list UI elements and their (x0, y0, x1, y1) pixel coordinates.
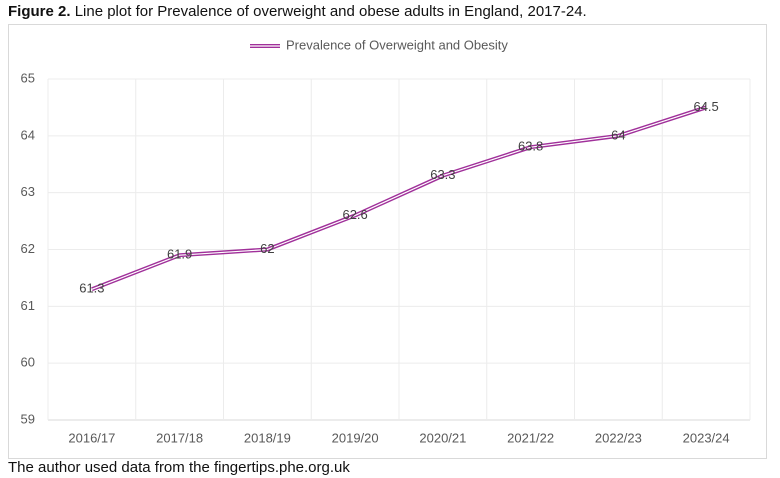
data-label: 63.3 (430, 167, 455, 182)
data-label: 61.9 (167, 247, 192, 262)
line-highlight (91, 106, 707, 290)
x-tick-label: 2019/20 (332, 430, 379, 445)
data-label: 63.8 (518, 139, 543, 154)
data-label: 64 (611, 127, 625, 142)
y-tick-label: 64 (21, 127, 35, 142)
y-tick-label: 65 (21, 70, 35, 85)
x-tick-label: 2016/17 (68, 430, 115, 445)
legend-label: Prevalence of Overweight and Obesity (286, 37, 508, 52)
x-tick-label: 2017/18 (156, 430, 203, 445)
y-tick-label: 60 (21, 355, 35, 370)
data-label: 62.6 (342, 207, 367, 222)
note: The author used data from the fingertips… (8, 459, 350, 476)
x-tick-label: 2022/23 (595, 430, 642, 445)
x-tick-label: 2020/21 (419, 430, 466, 445)
data-label: 64.5 (693, 99, 718, 114)
y-tick-label: 62 (21, 241, 35, 256)
caption-label: Figure 2. (8, 3, 71, 20)
data-label: 61.3 (79, 281, 104, 296)
y-tick-label: 63 (21, 184, 35, 199)
data-label: 62 (260, 241, 274, 256)
x-tick-label: 2018/19 (244, 430, 291, 445)
y-tick-label: 59 (21, 411, 35, 426)
caption-title: Line plot for Prevalence of overweight a… (74, 3, 587, 20)
x-tick-label: 2021/22 (507, 430, 554, 445)
chart-frame (8, 24, 767, 459)
caption: Figure 2. Line plot for Prevalence of ov… (8, 3, 587, 20)
x-tick-label: 2023/24 (683, 430, 730, 445)
y-tick-label: 61 (21, 298, 35, 313)
